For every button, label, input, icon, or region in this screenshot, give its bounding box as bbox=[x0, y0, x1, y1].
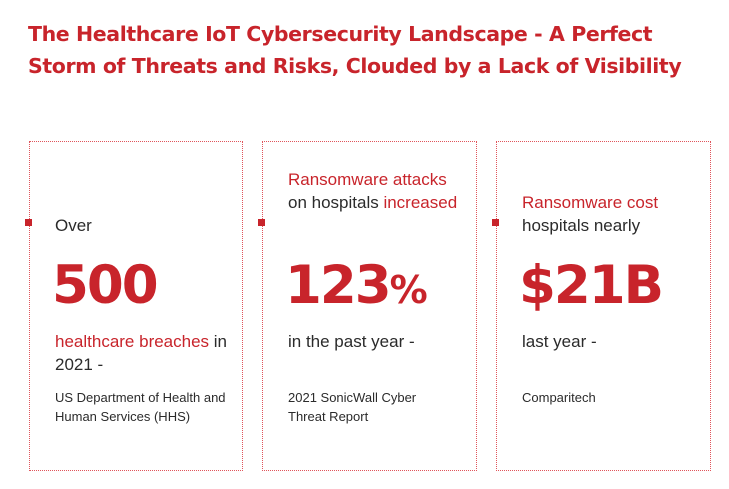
stat-card-breaches: Over 500 healthcare breaches in 2021 - U… bbox=[25, 141, 243, 471]
card-source: Comparitech bbox=[522, 390, 596, 405]
stat-value: 500 bbox=[52, 255, 159, 316]
card-description: last year - bbox=[522, 332, 597, 351]
card-marker bbox=[25, 219, 32, 226]
card-source: 2021 SonicWall Cyber Threat Report bbox=[288, 390, 417, 424]
card-marker bbox=[492, 219, 499, 226]
card-description: healthcare breaches in 2021 - bbox=[55, 332, 228, 374]
card-marker bbox=[258, 219, 265, 226]
card-description: in the past year - bbox=[288, 332, 415, 351]
card-intro: Over bbox=[55, 216, 92, 235]
card-intro: Ransomware attacks on hospitals increase… bbox=[288, 170, 458, 212]
stat-value: $21B bbox=[519, 255, 664, 316]
stat-card-ransomware-cost: Ransomware cost hospitals nearly $21B la… bbox=[492, 141, 711, 471]
card-source: US Department of Health and Human Servic… bbox=[55, 390, 226, 424]
stat-value: 123% bbox=[285, 255, 428, 316]
page-title: The Healthcare IoT Cybersecurity Landsca… bbox=[28, 22, 682, 78]
stat-card-ransomware-attacks: Ransomware attacks on hospitals increase… bbox=[258, 141, 477, 471]
card-intro: Ransomware cost hospitals nearly bbox=[522, 193, 659, 235]
